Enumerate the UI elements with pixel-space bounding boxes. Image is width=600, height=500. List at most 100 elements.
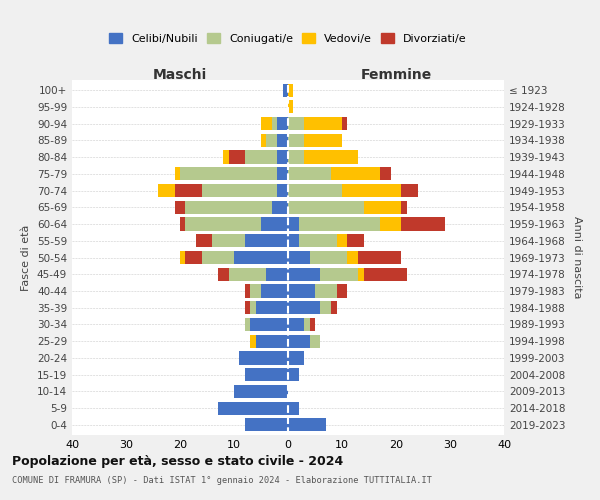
Bar [310,318,315,331]
Y-axis label: Fasce di età: Fasce di età [22,224,31,290]
Bar [266,268,288,281]
Bar [277,167,288,180]
Bar [288,84,293,96]
Bar [315,284,337,298]
Bar [337,284,347,298]
Text: Femmine: Femmine [361,68,431,82]
Bar [342,117,347,130]
Bar [229,150,245,164]
Bar [364,200,401,214]
Bar [288,368,299,381]
Bar [288,318,304,331]
Text: Popolazione per età, sesso e stato civile - 2024: Popolazione per età, sesso e stato civil… [12,455,343,468]
Bar [218,268,229,281]
Bar [304,318,310,331]
Bar [288,218,299,230]
Bar [288,284,315,298]
Text: Maschi: Maschi [153,68,207,82]
Bar [288,234,299,247]
Bar [223,150,229,164]
Bar [347,251,358,264]
Bar [196,234,245,247]
Bar [288,117,304,130]
Bar [288,352,304,364]
Bar [158,184,175,197]
Bar [234,385,288,398]
Bar [401,200,407,214]
Bar [304,117,342,130]
Bar [245,318,250,331]
Bar [304,150,358,164]
Bar [180,218,185,230]
Bar [288,418,326,432]
Bar [401,184,418,197]
Bar [277,117,288,130]
Bar [223,150,277,164]
Bar [358,251,401,264]
Bar [288,251,310,264]
Bar [299,234,337,247]
Bar [283,84,288,96]
Bar [288,268,320,281]
Bar [347,234,364,247]
Bar [277,134,288,147]
Bar [272,200,288,214]
Bar [234,251,288,264]
Bar [175,200,272,214]
Bar [175,167,277,180]
Bar [304,134,342,147]
Bar [261,284,288,298]
Bar [196,234,212,247]
Bar [175,167,180,180]
Bar [288,200,364,214]
Bar [175,184,202,197]
Bar [245,284,250,298]
Bar [261,117,277,130]
Bar [261,134,266,147]
Y-axis label: Anni di nascita: Anni di nascita [572,216,582,298]
Bar [310,334,320,348]
Bar [288,402,299,414]
Bar [218,268,266,281]
Bar [288,100,293,114]
Bar [250,334,256,348]
Bar [245,284,261,298]
Legend: Celibi/Nubili, Coniugati/e, Vedovi/e, Divorziati/e: Celibi/Nubili, Coniugati/e, Vedovi/e, Di… [105,29,471,48]
Bar [250,334,288,348]
Bar [261,117,272,130]
Bar [331,167,380,180]
Bar [320,268,358,281]
Bar [342,184,401,197]
Bar [261,134,277,147]
Bar [358,268,364,281]
Bar [288,184,342,197]
Bar [218,402,288,414]
Bar [250,318,288,331]
Bar [245,234,288,247]
Bar [288,167,331,180]
Bar [245,301,250,314]
Bar [185,251,202,264]
Bar [288,301,320,314]
Bar [245,418,288,432]
Bar [288,334,310,348]
Bar [180,251,185,264]
Bar [288,134,304,147]
Text: COMUNE DI FRAMURA (SP) - Dati ISTAT 1° gennaio 2024 - Elaborazione TUTTITALIA.IT: COMUNE DI FRAMURA (SP) - Dati ISTAT 1° g… [12,476,432,485]
Bar [299,218,380,230]
Bar [245,368,288,381]
Bar [158,184,277,197]
Bar [256,301,288,314]
Bar [175,200,185,214]
Bar [337,234,347,247]
Bar [288,150,304,164]
Bar [380,167,391,180]
Bar [277,150,288,164]
Bar [261,218,288,230]
Bar [180,251,234,264]
Bar [364,268,407,281]
Bar [331,301,337,314]
Bar [320,301,331,314]
Bar [310,251,347,264]
Bar [245,301,256,314]
